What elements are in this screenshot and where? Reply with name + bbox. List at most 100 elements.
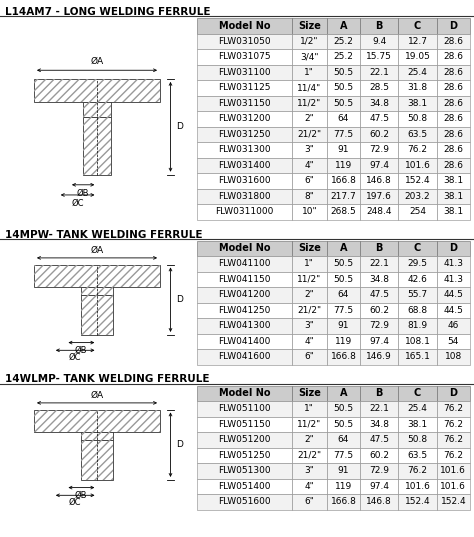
Bar [327, 173, 360, 188]
Bar [399, 96, 437, 111]
Text: C: C [414, 243, 421, 253]
Bar [437, 33, 470, 49]
Bar [197, 287, 292, 302]
Bar [81, 432, 113, 440]
Bar [437, 96, 470, 111]
Bar [292, 142, 327, 157]
Text: 28.6: 28.6 [443, 83, 464, 92]
Bar [360, 204, 399, 220]
Bar [197, 64, 292, 80]
Text: B: B [375, 243, 383, 253]
Bar [292, 127, 327, 142]
Bar [437, 287, 470, 302]
Bar [437, 463, 470, 478]
Text: 203.2: 203.2 [405, 192, 430, 201]
Text: 152.4: 152.4 [440, 497, 466, 506]
Text: 28.6: 28.6 [443, 68, 464, 77]
Bar [399, 157, 437, 173]
Text: 38.1: 38.1 [408, 420, 428, 429]
Text: D: D [176, 122, 182, 132]
Text: 63.5: 63.5 [408, 451, 428, 460]
Bar [360, 157, 399, 173]
Bar [327, 127, 360, 142]
Text: 97.4: 97.4 [369, 161, 389, 170]
Text: 11/4": 11/4" [297, 83, 321, 92]
Bar [437, 401, 470, 417]
Bar [437, 142, 470, 157]
Text: 29.5: 29.5 [408, 259, 428, 268]
Text: 15.75: 15.75 [366, 52, 392, 61]
Text: 166.8: 166.8 [330, 497, 356, 506]
Text: FLW051250: FLW051250 [218, 451, 271, 460]
Text: 50.5: 50.5 [333, 404, 354, 413]
Text: 166.8: 166.8 [330, 176, 356, 185]
Text: ØB: ØB [75, 345, 88, 354]
Text: 119: 119 [335, 482, 352, 491]
Bar [197, 386, 292, 401]
Text: ØA: ØA [91, 57, 103, 66]
Text: ØB: ØB [77, 188, 89, 198]
Text: B: B [375, 21, 383, 31]
Text: FLW051200: FLW051200 [218, 436, 271, 444]
Text: 108: 108 [445, 352, 462, 361]
Text: 54: 54 [447, 337, 459, 346]
Bar [437, 272, 470, 287]
Text: FLW051400: FLW051400 [218, 482, 271, 491]
Text: 97.4: 97.4 [369, 482, 389, 491]
Bar [197, 127, 292, 142]
Bar [197, 18, 292, 33]
Bar [399, 241, 437, 256]
Bar [292, 386, 327, 401]
Bar [83, 102, 111, 117]
Bar [292, 494, 327, 510]
Bar [197, 417, 292, 432]
Bar [399, 386, 437, 401]
Bar [327, 417, 360, 432]
Text: 1": 1" [304, 404, 314, 413]
Text: 6": 6" [304, 176, 314, 185]
Text: 101.6: 101.6 [440, 466, 466, 475]
Text: 152.4: 152.4 [405, 497, 430, 506]
Bar [327, 188, 360, 204]
Bar [197, 80, 292, 96]
Text: 50.5: 50.5 [333, 83, 354, 92]
Bar [327, 142, 360, 157]
Text: 46: 46 [447, 321, 459, 330]
Text: FLW051600: FLW051600 [218, 497, 271, 506]
Text: 28.6: 28.6 [443, 114, 464, 124]
Text: FLW051150: FLW051150 [218, 420, 271, 429]
Bar [292, 96, 327, 111]
Text: 31.8: 31.8 [408, 83, 428, 92]
Bar [399, 18, 437, 33]
Bar [83, 117, 111, 175]
Bar [399, 478, 437, 494]
Bar [197, 333, 292, 349]
Bar [399, 401, 437, 417]
Text: Model No: Model No [219, 388, 270, 398]
Text: 38.1: 38.1 [443, 176, 464, 185]
Bar [292, 447, 327, 463]
Text: 101.6: 101.6 [405, 482, 430, 491]
Bar [292, 49, 327, 64]
Text: FLW041600: FLW041600 [218, 352, 271, 361]
Text: 248.4: 248.4 [366, 207, 392, 216]
Bar [437, 417, 470, 432]
Text: FLW031600: FLW031600 [218, 176, 271, 185]
Bar [327, 349, 360, 365]
Text: FLW031125: FLW031125 [218, 83, 271, 92]
Text: 4": 4" [304, 337, 314, 346]
Bar [327, 333, 360, 349]
Bar [197, 302, 292, 318]
Text: ØC: ØC [69, 353, 81, 362]
Text: FLW041250: FLW041250 [218, 306, 271, 315]
Bar [327, 204, 360, 220]
Text: 76.2: 76.2 [443, 451, 464, 460]
Text: D: D [449, 243, 457, 253]
Bar [34, 410, 160, 432]
Text: C: C [414, 388, 421, 398]
Bar [437, 157, 470, 173]
Bar [327, 80, 360, 96]
Text: 50.5: 50.5 [333, 68, 354, 77]
Text: 22.1: 22.1 [369, 259, 389, 268]
Text: 8": 8" [304, 192, 314, 201]
